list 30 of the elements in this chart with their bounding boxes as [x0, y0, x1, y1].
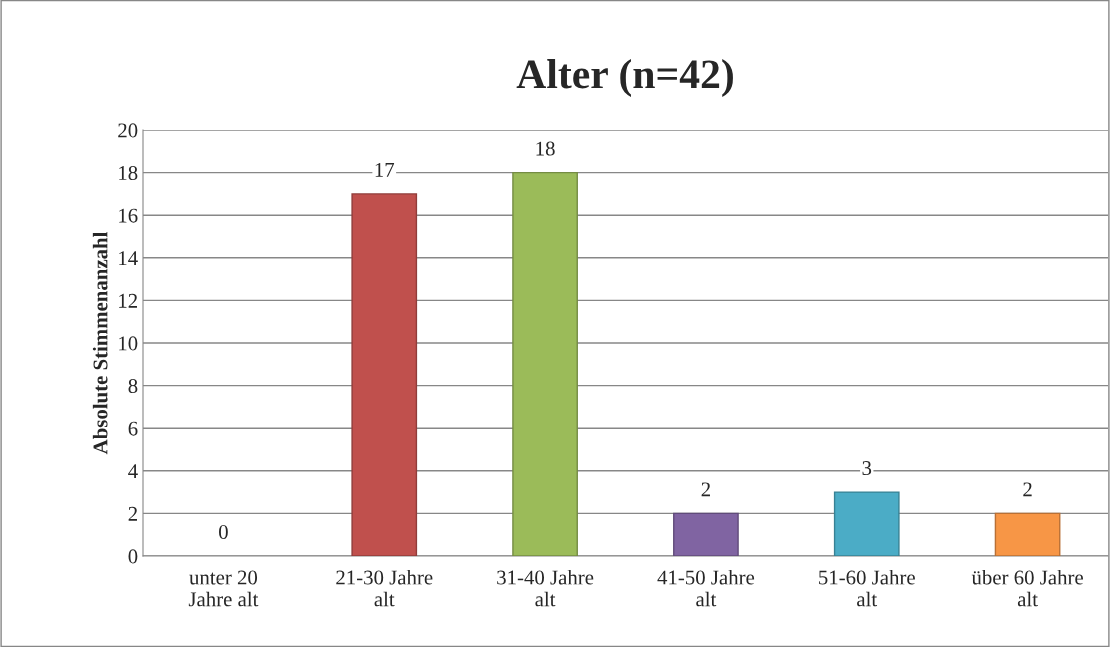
y-tick-label: 18 — [119, 165, 138, 181]
data-label: 2 — [701, 482, 710, 497]
bar — [351, 193, 418, 556]
y-tick-label: 2 — [128, 506, 137, 521]
x-tick-label: über 60 Jahre alt — [971, 569, 1083, 607]
data-label: 18 — [536, 141, 555, 156]
y-tick-label: 20 — [118, 123, 138, 138]
y-tick-label: 14 — [119, 251, 138, 266]
y-tick-label: 10 — [119, 336, 138, 351]
bar — [512, 171, 578, 556]
bar — [833, 491, 900, 556]
data-label: 2 — [1023, 482, 1032, 497]
bar — [673, 512, 739, 556]
y-tick-label: 12 — [119, 293, 137, 308]
data-label: 0 — [219, 524, 228, 539]
y-tick-label: 8 — [128, 378, 138, 394]
x-tick-label: 31-40 Jahre alt — [497, 569, 594, 607]
y-tick-label: 4 — [128, 464, 138, 479]
x-tick-label: 51-60 Jahre alt — [819, 569, 915, 607]
x-tick-label: unter 20 Jahre alt — [188, 570, 259, 607]
bar — [994, 512, 1061, 556]
y-tick-label: 6 — [128, 421, 138, 436]
data-label: 3 — [862, 461, 872, 476]
chart-title: Alter (n=42) — [516, 59, 733, 97]
y-tick-label: 16 — [119, 208, 138, 223]
x-tick-label: 41-50 Jahre alt — [657, 569, 755, 607]
y-tick-label: 0 — [128, 549, 138, 564]
x-tick-label: 21-30 Jahre alt — [336, 569, 433, 607]
y-axis-title: Absolute Stimmenanzahl — [92, 231, 108, 455]
data-label: 17 — [375, 162, 395, 177]
